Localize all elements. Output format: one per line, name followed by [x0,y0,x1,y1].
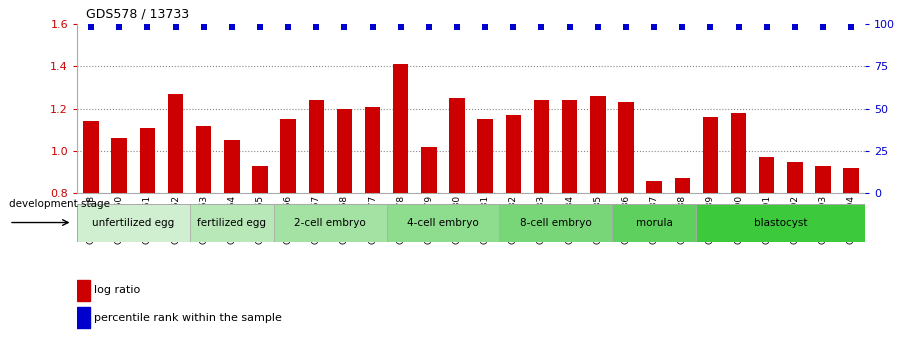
Point [815,24,830,30]
Point [253,24,267,30]
Point [535,24,549,30]
Bar [697,204,865,241]
Point [169,24,183,30]
Bar [83,121,99,193]
Bar [77,280,90,301]
Bar [274,204,387,241]
Bar [280,119,296,193]
Point [140,24,155,30]
Bar [815,166,831,193]
Point [843,24,858,30]
Point [759,24,774,30]
Bar [477,119,493,193]
Bar [562,100,577,193]
Bar [787,161,803,193]
Text: 8-cell embryo: 8-cell embryo [520,218,592,227]
Bar [337,109,352,193]
Point [281,24,295,30]
Text: 4-cell embryo: 4-cell embryo [407,218,479,227]
Point [703,24,718,30]
Point [563,24,577,30]
Bar [309,100,324,193]
Point [112,24,127,30]
Point [731,24,746,30]
Point [365,24,380,30]
Point [647,24,661,30]
Text: GDS578 / 13733: GDS578 / 13733 [86,8,189,21]
Point [478,24,493,30]
Text: unfertilized egg: unfertilized egg [92,218,175,227]
Point [591,24,605,30]
Text: log ratio: log ratio [94,285,140,295]
Text: fertilized egg: fertilized egg [198,218,266,227]
Bar [731,113,747,193]
Bar [189,204,274,241]
Bar [703,117,718,193]
Point [619,24,633,30]
Bar [196,126,211,193]
Bar [674,178,690,193]
Text: percentile rank within the sample: percentile rank within the sample [94,313,283,323]
Point [225,24,239,30]
Bar [449,98,465,193]
Bar [77,307,90,328]
Point [421,24,436,30]
Text: blastocyst: blastocyst [754,218,807,227]
Bar [646,180,662,193]
Point [309,24,323,30]
Bar [252,166,268,193]
Point [393,24,408,30]
Bar [618,102,633,193]
Bar [393,64,409,193]
Bar [534,100,549,193]
Point [449,24,464,30]
Bar [499,204,612,241]
Point [84,24,99,30]
Bar [111,138,127,193]
Point [506,24,521,30]
Text: development stage: development stage [9,199,110,208]
Point [675,24,689,30]
Bar [224,140,239,193]
Text: 2-cell embryo: 2-cell embryo [294,218,366,227]
Point [337,24,352,30]
Bar [843,168,859,193]
Bar [506,115,521,193]
Bar [168,94,183,193]
Bar [140,128,155,193]
Bar [590,96,605,193]
Point [197,24,211,30]
Bar [365,107,381,193]
Point [787,24,802,30]
Bar [759,157,775,193]
Bar [421,147,437,193]
Text: morula: morula [636,218,672,227]
Bar [612,204,697,241]
Bar [77,204,189,241]
Bar [387,204,499,241]
